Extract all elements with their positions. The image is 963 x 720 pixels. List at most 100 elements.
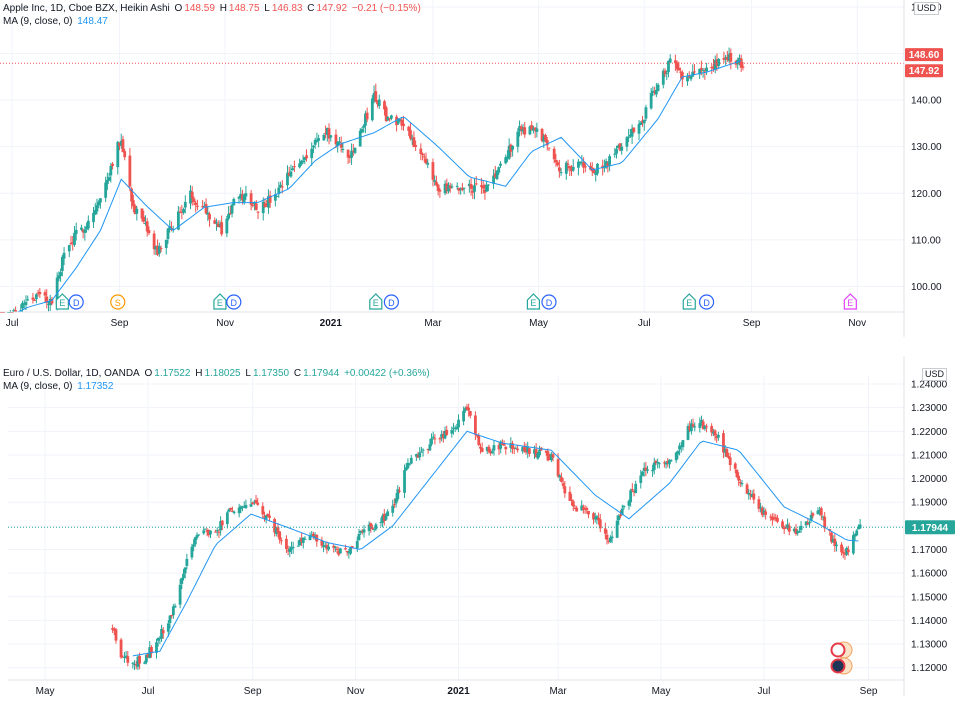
event-marker-label: E — [847, 298, 853, 308]
candle-body — [394, 498, 398, 504]
candle-body — [147, 230, 151, 234]
candle-body — [637, 124, 641, 134]
candle-body — [192, 544, 196, 547]
candle-body — [587, 510, 590, 515]
candle-body — [469, 184, 473, 189]
candle-body — [727, 54, 731, 61]
apple-chart-pane[interactable]: 100.00110.00120.00130.00140.00150.00160.… — [0, 0, 963, 337]
candle-body — [312, 145, 315, 148]
candle-body — [242, 194, 246, 202]
candle-body — [426, 448, 430, 450]
candle-body — [818, 510, 822, 512]
candle-body — [483, 189, 487, 193]
candle-body — [227, 213, 230, 219]
candle-body — [396, 489, 400, 500]
candle-body — [557, 167, 561, 172]
eurusd-currency-badge[interactable]: USD — [922, 368, 948, 381]
candle-body — [418, 452, 422, 458]
candle-body — [244, 193, 248, 197]
candle-body — [630, 128, 634, 137]
candle-body — [55, 277, 59, 305]
candle-body — [436, 184, 440, 192]
pane-divider[interactable] — [0, 337, 963, 356]
candle-body — [549, 453, 553, 461]
candle-body — [194, 202, 198, 205]
candle-body — [355, 540, 359, 549]
candle-body — [531, 128, 535, 131]
eurusd-ma-legend[interactable]: MA (9, close, 0) 1.17352 — [3, 380, 115, 394]
candle-body — [830, 532, 833, 542]
candle-body — [353, 147, 357, 153]
time-tick-label: 2021 — [320, 318, 343, 329]
candle-body — [214, 531, 217, 533]
candle-body — [733, 463, 737, 469]
last-price-tag-label: 1.17944 — [912, 523, 949, 534]
candle-body — [264, 515, 268, 520]
candle-body — [325, 544, 329, 550]
eurusd-open-value: 1.17522 — [154, 368, 191, 379]
candle-body — [581, 507, 585, 510]
candle-body — [465, 406, 469, 410]
apple-chart-svg[interactable]: 100.00110.00120.00130.00140.00150.00160.… — [0, 0, 963, 337]
eurusd-chart-pane[interactable]: 1.12000 1.13000 1.14000 1.15000 1.16000 1.170… — [0, 356, 963, 720]
candle-body — [232, 511, 236, 514]
candle-body — [493, 173, 497, 178]
candle-body — [426, 162, 430, 165]
candle-body — [143, 662, 147, 664]
candle-body — [336, 141, 340, 146]
candle-body — [475, 435, 479, 437]
candle-body — [249, 193, 253, 205]
candle-body — [485, 184, 489, 192]
candle-body — [289, 171, 293, 177]
candle-body — [668, 58, 672, 63]
candle-body — [571, 166, 575, 171]
candle-body — [286, 172, 289, 186]
candle-body — [495, 170, 499, 180]
candle-body — [661, 70, 665, 85]
apple-ma-legend[interactable]: MA (9, close, 0) 148.47 — [3, 15, 110, 29]
apple-legend-title: Apple Inc, 1D, Cboe BZX, Heikin Ashi — [3, 3, 170, 14]
candle-body — [438, 189, 442, 192]
candle-body — [324, 132, 327, 134]
candle-body — [652, 462, 656, 470]
candle-body — [150, 646, 153, 654]
candle-body — [183, 201, 187, 208]
candle-body — [524, 449, 528, 453]
candle-body — [196, 205, 199, 207]
candle-body — [634, 483, 638, 494]
us-flag-icon — [830, 642, 846, 658]
eurusd-chart-svg[interactable]: 1.12000 1.13000 1.14000 1.15000 1.16000 1.170… — [0, 356, 963, 720]
candle-body — [689, 76, 693, 80]
candle-body — [727, 455, 730, 458]
candle-body — [357, 533, 361, 541]
candle-body — [180, 577, 184, 584]
apple-currency-badge[interactable]: USD — [914, 2, 940, 15]
candle-body — [57, 275, 61, 279]
candle-body — [534, 449, 538, 458]
candle-body — [241, 194, 244, 201]
candle-body — [213, 220, 217, 224]
candle-body — [749, 494, 752, 496]
candle-body — [303, 157, 307, 160]
candle-body — [299, 160, 303, 165]
candle-body — [715, 59, 719, 66]
candle-body — [207, 529, 211, 536]
candle-body — [116, 141, 120, 168]
candle-body — [656, 84, 660, 92]
candle-body — [618, 143, 622, 151]
candle-body — [453, 427, 457, 429]
candle-body — [480, 447, 484, 452]
candle-body — [176, 211, 180, 230]
candle-body — [346, 149, 350, 158]
candle-body — [121, 139, 125, 153]
candle-body — [393, 504, 396, 506]
candle-body — [85, 226, 88, 230]
candle-body — [171, 228, 175, 230]
candle-body — [315, 139, 319, 142]
candle-body — [341, 148, 345, 150]
candle-body — [263, 516, 266, 518]
candle-body — [21, 302, 24, 309]
candle-body — [409, 457, 413, 464]
candle-body — [776, 517, 779, 522]
candle-body — [403, 470, 406, 493]
